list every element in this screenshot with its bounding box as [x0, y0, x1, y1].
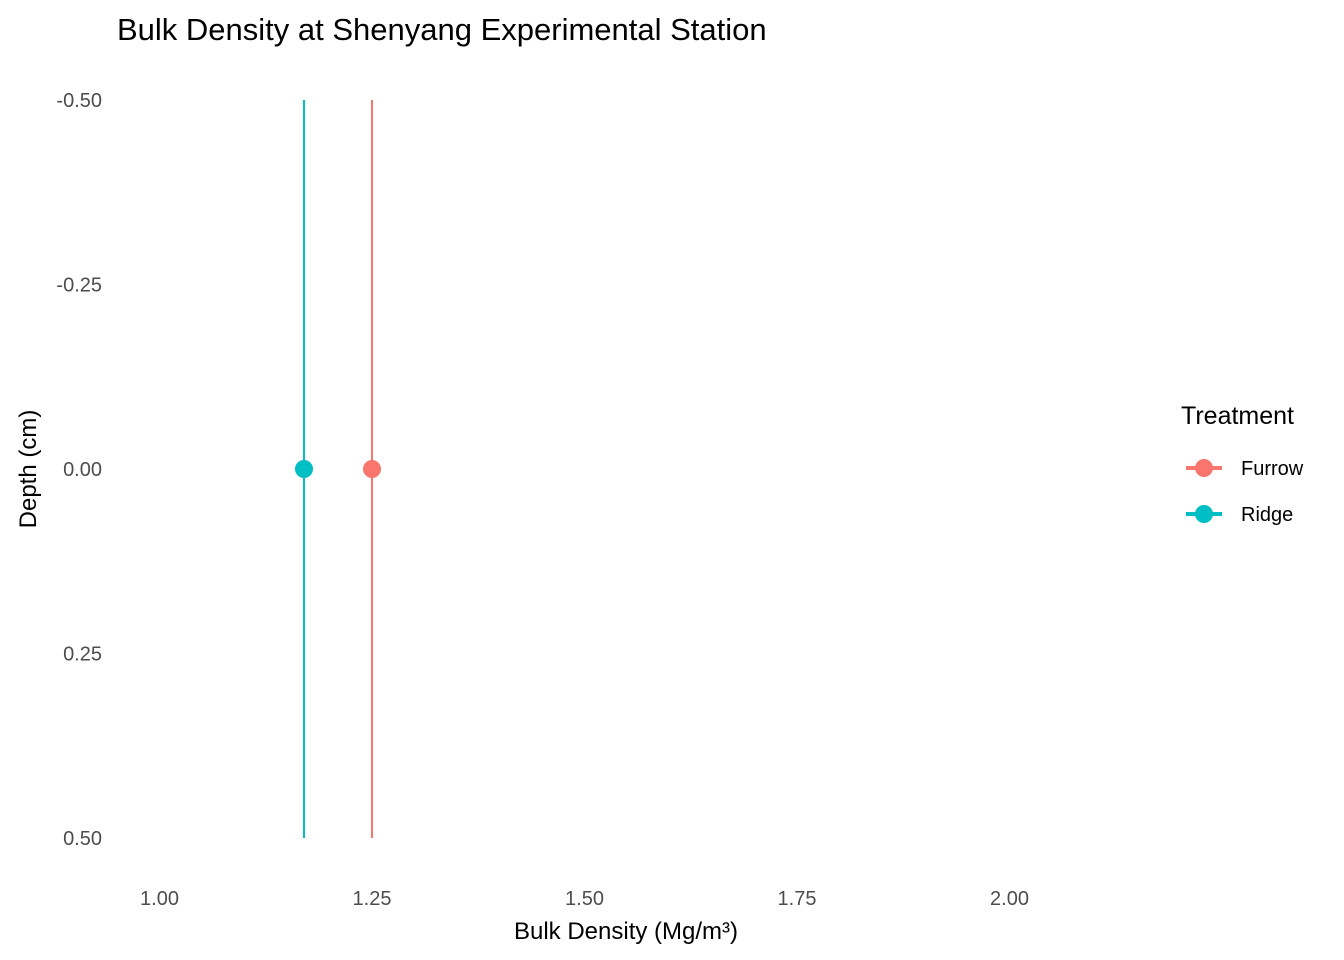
- x-tick-label: 1.75: [778, 888, 817, 910]
- legend-label: Furrow: [1241, 458, 1304, 480]
- x-tick-label: 2.00: [990, 888, 1029, 910]
- legend-key-point: [1195, 505, 1213, 523]
- x-tick-label: 1.25: [353, 888, 392, 910]
- legend-title: Treatment: [1181, 402, 1294, 430]
- x-axis-ticks: 1.00 1.25 1.50 1.75 2.00: [140, 888, 1029, 910]
- y-axis-ticks: -0.50 -0.25 0.00 0.25 0.50: [56, 90, 102, 850]
- chart-title: Bulk Density at Shenyang Experimental St…: [117, 12, 767, 47]
- data-point-furrow: [363, 460, 381, 478]
- y-tick-label: -0.50: [56, 90, 102, 112]
- legend-items: Furrow Ridge: [1186, 458, 1304, 526]
- data-point-ridge: [295, 460, 313, 478]
- x-axis-title: Bulk Density (Mg/m³): [514, 918, 738, 945]
- y-tick-label: 0.50: [63, 828, 102, 850]
- legend-key-point: [1195, 459, 1213, 477]
- series-points: [295, 460, 381, 478]
- x-tick-label: 1.00: [140, 888, 179, 910]
- y-tick-label: 0.25: [63, 644, 102, 666]
- series-lines: [303, 100, 373, 838]
- legend: Treatment Furrow Ridge: [1181, 402, 1304, 526]
- y-tick-label: -0.25: [56, 275, 102, 297]
- x-tick-label: 1.50: [565, 888, 604, 910]
- legend-item-furrow: Furrow: [1186, 458, 1304, 480]
- y-axis-title: Depth (cm): [15, 410, 42, 529]
- y-tick-label: 0.00: [63, 459, 102, 481]
- legend-item-ridge: Ridge: [1186, 504, 1293, 526]
- legend-label: Ridge: [1241, 504, 1293, 526]
